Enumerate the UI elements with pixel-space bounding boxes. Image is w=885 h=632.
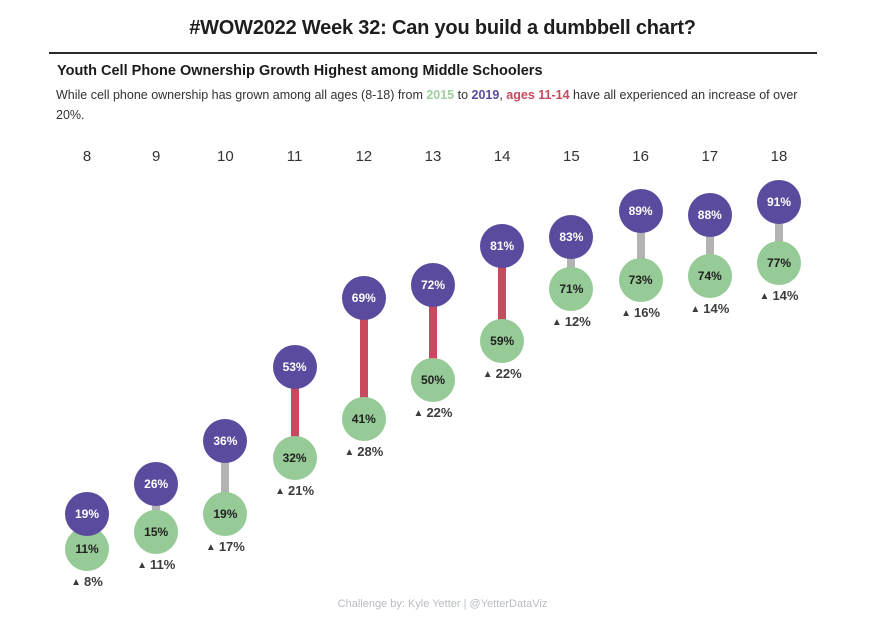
diff-label-age-18: ▲ 14% bbox=[739, 288, 819, 304]
age-label-11: 11 bbox=[286, 148, 303, 165]
dot-2019-age-13[interactable]: 72% bbox=[411, 262, 455, 307]
connector-age-15 bbox=[567, 236, 576, 289]
increase-triangle-icon: ▲ bbox=[344, 446, 355, 458]
connector-age-9 bbox=[152, 483, 161, 532]
dot-2015-age-15[interactable]: 71% bbox=[549, 266, 594, 311]
increase-triangle-icon: ▲ bbox=[205, 542, 216, 554]
diff-value: 22% bbox=[495, 365, 522, 381]
age-label-10: 10 bbox=[217, 148, 234, 165]
dot-2015-age-12[interactable]: 41% bbox=[341, 396, 386, 441]
diff-value: 12% bbox=[564, 313, 591, 329]
dot-2019-age-15[interactable]: 83% bbox=[549, 214, 594, 259]
title-divider bbox=[49, 52, 817, 54]
dot-2015-age-14[interactable]: 59% bbox=[480, 318, 525, 363]
age-label-14: 14 bbox=[493, 148, 511, 165]
connector-age-17 bbox=[705, 215, 714, 276]
increase-triangle-icon: ▲ bbox=[71, 576, 82, 588]
increase-triangle-icon: ▲ bbox=[690, 303, 701, 315]
diff-label-age-8: ▲ 8% bbox=[47, 574, 127, 590]
age-label-16: 16 bbox=[632, 148, 649, 165]
dot-2019-age-14[interactable]: 81% bbox=[480, 223, 525, 268]
connector-age-13 bbox=[429, 284, 437, 380]
page-title: #WOW2022 Week 32: Can you build a dumbbe… bbox=[189, 17, 696, 39]
subtitle-text: have all experienced an increase of over… bbox=[56, 88, 798, 122]
dot-2019-age-11[interactable]: 53% bbox=[272, 344, 317, 389]
increase-triangle-icon: ▲ bbox=[551, 316, 562, 328]
dot-2019-age-12[interactable]: 69% bbox=[341, 275, 386, 320]
age-label-9: 9 bbox=[152, 148, 161, 165]
connector-age-10 bbox=[221, 440, 230, 515]
connector-age-14 bbox=[498, 245, 507, 341]
subtitle-text: , bbox=[499, 88, 507, 102]
dot-2015-age-11[interactable]: 32% bbox=[272, 435, 317, 480]
increase-triangle-icon: ▲ bbox=[482, 368, 493, 380]
diff-label-age-17: ▲ 14% bbox=[670, 301, 750, 317]
dot-2019-age-18[interactable]: 91% bbox=[757, 180, 801, 225]
age-label-18: 18 bbox=[770, 148, 788, 165]
diff-value: 14% bbox=[772, 287, 799, 303]
diff-value: 16% bbox=[634, 305, 661, 321]
diff-value: 21% bbox=[288, 482, 315, 498]
increase-triangle-icon: ▲ bbox=[275, 485, 286, 497]
subtitle-text: to bbox=[454, 88, 472, 102]
diff-value: 8% bbox=[84, 573, 103, 589]
subtitle-year-2015: 2015 bbox=[426, 88, 455, 102]
dot-2015-age-10[interactable]: 19% bbox=[203, 492, 248, 537]
diff-label-age-14: ▲ 22% bbox=[462, 366, 542, 382]
dot-2019-age-9[interactable]: 26% bbox=[134, 461, 179, 506]
dot-2019-age-8[interactable]: 19% bbox=[65, 492, 109, 537]
diff-label-age-13: ▲ 22% bbox=[393, 405, 473, 421]
dot-2019-age-17[interactable]: 88% bbox=[687, 193, 732, 238]
diff-value: 22% bbox=[426, 404, 453, 420]
diff-label-age-15: ▲ 12% bbox=[531, 314, 611, 330]
chart-subtitle: While cell phone ownership has grown amo… bbox=[56, 85, 820, 125]
age-label-17: 17 bbox=[701, 148, 719, 165]
connector-age-12 bbox=[359, 297, 368, 419]
subtitle-year-2019: 2019 bbox=[471, 88, 500, 102]
connector-age-18 bbox=[775, 202, 783, 263]
dot-2015-age-16[interactable]: 73% bbox=[618, 258, 663, 303]
subtitle-ages-11-14: ages 11-14 bbox=[506, 88, 570, 102]
diff-value: 14% bbox=[703, 300, 730, 316]
age-label-8: 8 bbox=[82, 148, 92, 165]
increase-triangle-icon: ▲ bbox=[621, 308, 632, 320]
increase-triangle-icon: ▲ bbox=[759, 290, 770, 302]
age-label-13: 13 bbox=[424, 148, 442, 165]
age-label-15: 15 bbox=[563, 148, 580, 165]
dot-2015-age-13[interactable]: 50% bbox=[411, 357, 455, 402]
chart-title: Youth Cell Phone Ownership Growth Highes… bbox=[57, 63, 543, 79]
subtitle-text: While cell phone ownership has grown amo… bbox=[56, 88, 427, 102]
dot-2019-age-10[interactable]: 36% bbox=[203, 418, 248, 463]
dot-2015-age-17[interactable]: 74% bbox=[687, 253, 732, 298]
connector-age-16 bbox=[636, 210, 645, 281]
diff-label-age-12: ▲ 28% bbox=[324, 444, 404, 460]
diff-label-age-10: ▲ 17% bbox=[185, 539, 265, 555]
diff-label-age-11: ▲ 21% bbox=[255, 483, 335, 499]
connector-age-11 bbox=[290, 366, 299, 458]
age-label-12: 12 bbox=[355, 148, 373, 165]
diff-label-age-16: ▲ 16% bbox=[601, 305, 681, 321]
dot-2019-age-16[interactable]: 89% bbox=[618, 188, 663, 233]
increase-triangle-icon: ▲ bbox=[137, 559, 147, 571]
diff-value: 11% bbox=[149, 556, 176, 572]
increase-triangle-icon: ▲ bbox=[413, 407, 424, 419]
dot-2015-age-18[interactable]: 77% bbox=[757, 240, 801, 285]
dot-2015-age-9[interactable]: 15% bbox=[134, 509, 179, 554]
diff-value: 17% bbox=[218, 539, 245, 555]
diff-value: 28% bbox=[357, 443, 384, 459]
credit-line: Challenge by: Kyle Yetter | @YetterDataV… bbox=[337, 598, 548, 610]
diff-label-age-9: ▲ 11% bbox=[116, 557, 196, 573]
